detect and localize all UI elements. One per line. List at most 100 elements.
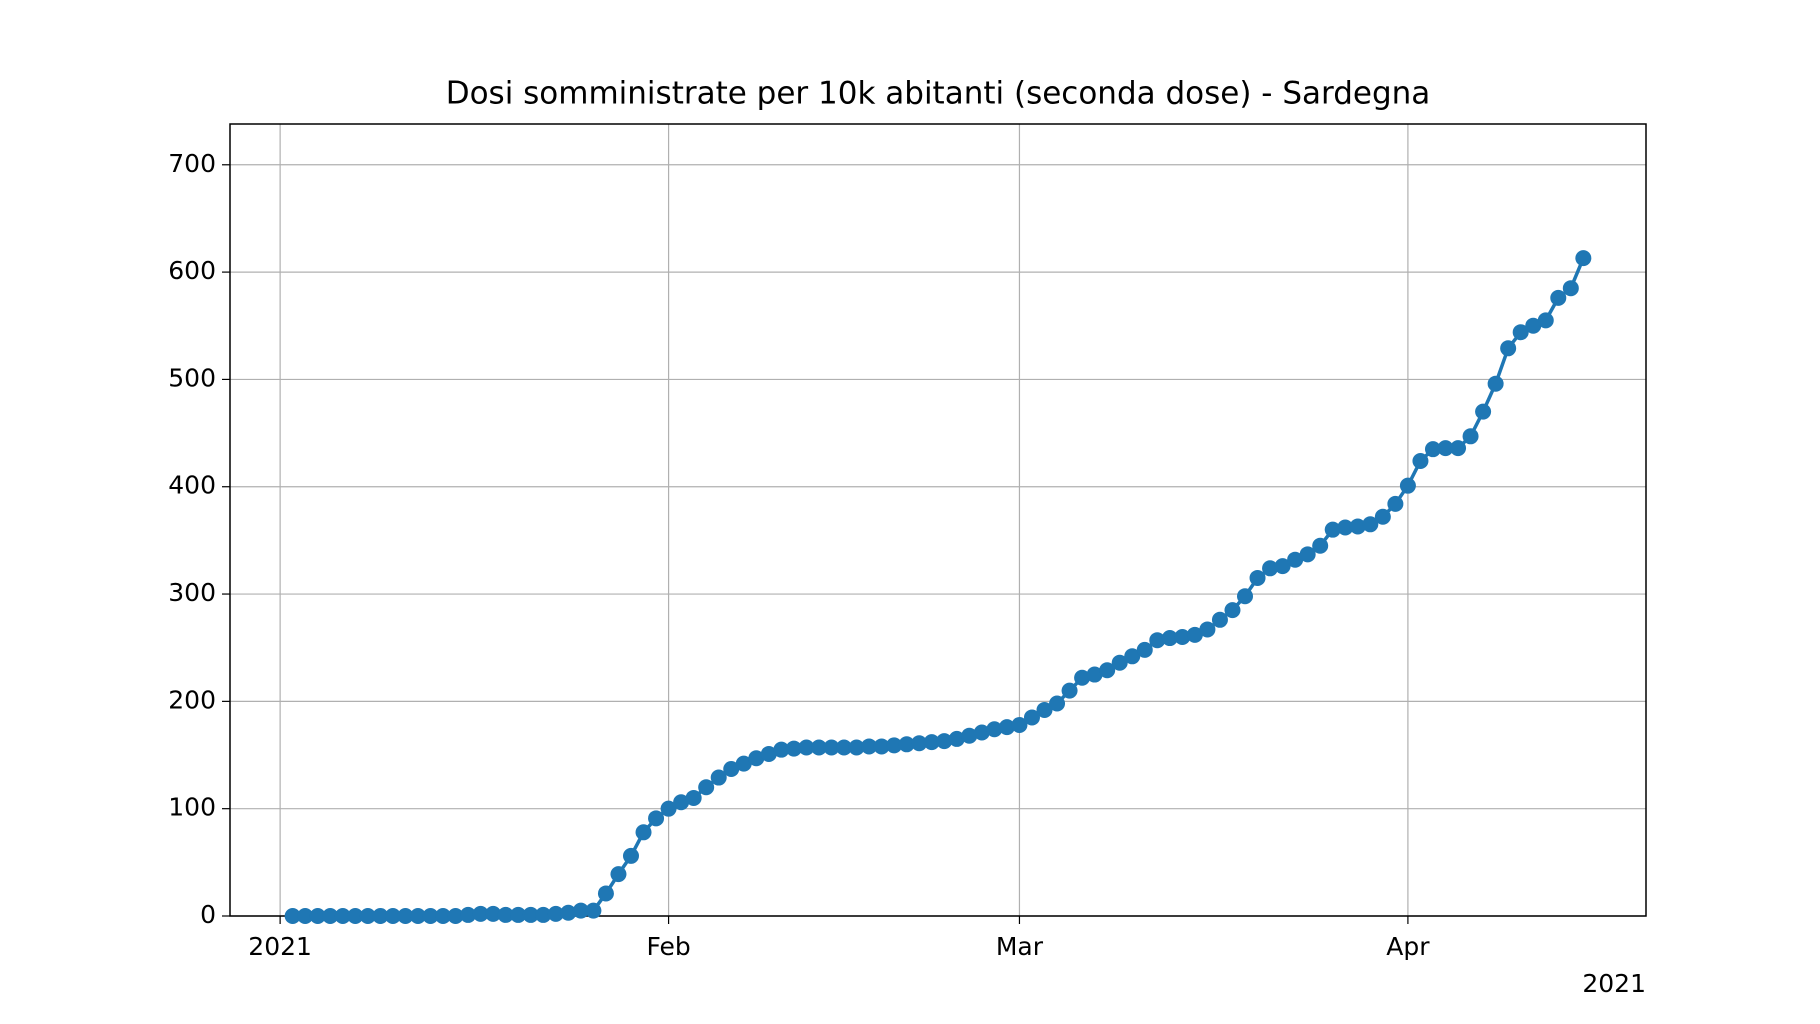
data-point: [1161, 630, 1178, 647]
data-point: [472, 905, 489, 922]
data-point: [497, 906, 514, 923]
data-point: [597, 885, 614, 902]
data-point: [1186, 626, 1203, 643]
data-point: [785, 740, 802, 757]
data-point: [1211, 611, 1228, 628]
data-point: [773, 741, 790, 758]
data-point: [810, 739, 827, 756]
data-point: [1337, 519, 1354, 536]
data-point: [1036, 701, 1053, 718]
data-point: [1124, 648, 1141, 665]
data-point: [409, 908, 426, 924]
data-point: [1249, 569, 1266, 586]
x-tick-label: Mar: [996, 932, 1044, 961]
data-point: [284, 908, 301, 924]
data-point: [1525, 317, 1542, 334]
data-point: [861, 738, 878, 755]
plot-frame: [229, 123, 1647, 917]
data-point: [986, 721, 1003, 738]
data-point: [1450, 440, 1467, 457]
data-point: [1049, 695, 1066, 712]
data-point: [1011, 716, 1028, 733]
data-point: [522, 906, 539, 923]
data-point: [823, 739, 840, 756]
data-point: [1362, 516, 1379, 533]
data-point: [309, 908, 326, 924]
data-point: [359, 908, 376, 924]
data-point: [898, 736, 915, 753]
data-point: [334, 908, 351, 924]
data-point: [397, 908, 414, 924]
data-point: [848, 739, 865, 756]
data-point: [1061, 682, 1078, 699]
data-point: [547, 905, 564, 922]
data-point: [1424, 441, 1441, 458]
data-point: [560, 904, 577, 921]
data-point: [510, 906, 527, 923]
data-point: [1136, 641, 1153, 658]
data-point: [572, 902, 589, 919]
data-point: [723, 760, 740, 777]
data-point: [372, 908, 389, 924]
data-point: [1562, 280, 1579, 297]
data-point: [660, 800, 677, 817]
data-point: [1199, 621, 1216, 638]
data-point: [1349, 518, 1366, 535]
data-point: [685, 789, 702, 806]
data-point: [936, 733, 953, 750]
data-point: [748, 750, 765, 767]
data-point: [1487, 375, 1504, 392]
data-point: [698, 779, 715, 796]
data-point: [297, 908, 314, 924]
data-point: [923, 734, 940, 751]
data-point: [1412, 452, 1429, 469]
data-line: [292, 257, 1585, 918]
data-point: [1575, 250, 1592, 267]
data-point: [735, 755, 752, 772]
data-point: [1099, 662, 1116, 679]
data-point: [435, 908, 452, 924]
data-point: [347, 908, 364, 924]
data-point: [886, 737, 903, 754]
data-point: [485, 905, 502, 922]
data-point: [948, 730, 965, 747]
data-point: [998, 719, 1015, 736]
data-point: [1023, 709, 1040, 726]
data-point: [1287, 551, 1304, 568]
data-point: [635, 824, 652, 841]
data-point: [760, 745, 777, 762]
data-point: [447, 908, 464, 924]
data-point: [873, 738, 890, 755]
data-point: [1387, 495, 1404, 512]
data-point: [1324, 521, 1341, 538]
data-point: [1086, 666, 1103, 683]
data-point: [710, 769, 727, 786]
data-point: [1537, 312, 1554, 329]
data-point: [911, 735, 928, 752]
data-point: [961, 727, 978, 744]
data-point: [1512, 324, 1529, 341]
data-point: [1224, 602, 1241, 619]
data-point: [1475, 403, 1492, 420]
data-point: [535, 906, 552, 923]
data-point: [622, 847, 639, 864]
data-point: [1237, 588, 1254, 605]
data-point: [836, 739, 853, 756]
data-point: [1174, 628, 1191, 645]
data-point: [585, 902, 602, 919]
y-tick-label: 600: [168, 256, 216, 285]
data-point: [1462, 428, 1479, 445]
x-tick-label: Feb: [646, 932, 690, 961]
data-point: [1374, 508, 1391, 525]
y-tick-label: 200: [168, 685, 216, 714]
data-point: [322, 908, 339, 924]
y-tick-label: 700: [168, 149, 216, 178]
y-tick-label: 0: [200, 900, 216, 929]
data-point: [798, 739, 815, 756]
data-point: [673, 794, 690, 811]
y-tick-label: 100: [168, 793, 216, 822]
data-point: [460, 906, 477, 923]
y-tick-label: 400: [168, 471, 216, 500]
